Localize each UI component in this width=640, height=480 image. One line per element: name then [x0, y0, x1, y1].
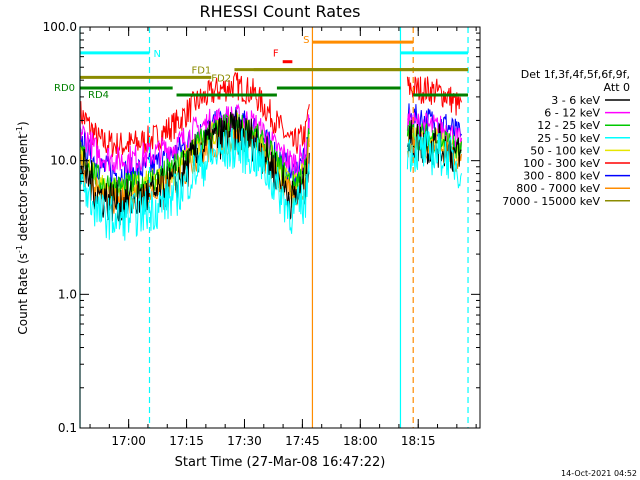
x-tick-label: 17:45 [285, 434, 320, 448]
legend: Det 1f,3f,4f,5f,6f,9f, Att 0 3 - 6 keV6 … [502, 68, 630, 208]
x-axis-label: Start Time (27-Mar-08 16:47:22) [175, 455, 386, 470]
y-axis-label: Count Rate (s-1 detector segment-1) [15, 121, 30, 334]
chart-title: RHESSI Count Rates [200, 2, 361, 21]
y-tick-label: 0.1 [58, 421, 77, 435]
legend-label: 50 - 100 keV [530, 144, 600, 157]
x-tick-label: 18:15 [401, 434, 436, 448]
plot-frame [79, 26, 481, 429]
series-line [79, 72, 462, 159]
event-label: F [273, 49, 279, 60]
legend-label: 7000 - 15000 keV [502, 195, 600, 208]
footer-timestamp: 14-Oct-2021 04:52 [561, 469, 637, 478]
legend-subtitle: Att 0 [604, 81, 630, 94]
legend-title: Det 1f,3f,4f,5f,6f,9f, [521, 68, 630, 81]
legend-label: 800 - 7000 keV [516, 182, 600, 195]
event-label: RD4 [88, 90, 109, 101]
legend-label: 6 - 12 keV [544, 107, 600, 120]
legend-label: 100 - 300 keV [523, 157, 600, 170]
x-tick-label: 18:00 [343, 434, 378, 448]
legend-label: 12 - 25 keV [537, 119, 600, 132]
x-tick-label: 17:30 [227, 434, 262, 448]
y-tick-label: 10.0 [50, 154, 77, 168]
event-label: FD1 [191, 66, 211, 77]
series-line [79, 127, 462, 241]
legend-label: 25 - 50 keV [537, 132, 600, 145]
svg-text:Count Rate (s-1 detector segme: Count Rate (s-1 detector segment-1) [15, 121, 30, 334]
event-label: FD2 [211, 73, 231, 84]
x-tick-label: 17:00 [111, 434, 146, 448]
x-tick-label: 17:15 [169, 434, 204, 448]
legend-label: 300 - 800 keV [523, 170, 600, 183]
y-tick-label: 1.0 [58, 287, 77, 301]
y-tick-label: 100.0 [43, 20, 77, 34]
legend-label: 3 - 6 keV [551, 94, 600, 107]
event-label: RD0 [54, 83, 75, 94]
event-label: S [303, 35, 309, 46]
event-label: N [153, 49, 160, 60]
